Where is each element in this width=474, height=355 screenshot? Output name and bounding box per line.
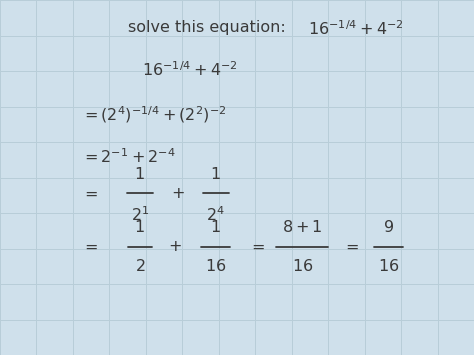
- Text: $1$: $1$: [210, 166, 221, 182]
- Text: $16$: $16$: [205, 258, 226, 274]
- Text: $=$: $=$: [247, 239, 264, 254]
- Text: $9$: $9$: [383, 219, 394, 235]
- Text: solve this equation:: solve this equation:: [128, 20, 286, 34]
- Text: $1$: $1$: [135, 219, 145, 235]
- Text: $2$: $2$: [135, 258, 145, 274]
- Text: $+$: $+$: [167, 239, 182, 254]
- Text: $16^{-1/4} + 4^{-2}$: $16^{-1/4} + 4^{-2}$: [308, 20, 404, 38]
- Text: $=$: $=$: [81, 186, 98, 201]
- Text: $= (2^4)^{-1/4} + (2^2)^{-2}$: $= (2^4)^{-1/4} + (2^2)^{-2}$: [81, 105, 226, 125]
- Text: $16$: $16$: [378, 258, 399, 274]
- Text: $2^4$: $2^4$: [206, 205, 225, 224]
- Text: $8 + 1$: $8 + 1$: [282, 219, 323, 235]
- Text: $2^1$: $2^1$: [131, 205, 149, 224]
- Text: $=$: $=$: [342, 239, 359, 254]
- Text: $1$: $1$: [210, 219, 221, 235]
- Text: $16^{-1/4} + 4^{-2}$: $16^{-1/4} + 4^{-2}$: [142, 60, 238, 79]
- Text: $=$: $=$: [81, 239, 98, 254]
- Text: $+$: $+$: [171, 186, 185, 201]
- Text: $1$: $1$: [135, 166, 145, 182]
- Text: $= 2^{-1} + 2^{-4}$: $= 2^{-1} + 2^{-4}$: [81, 147, 175, 166]
- Text: $16$: $16$: [292, 258, 313, 274]
